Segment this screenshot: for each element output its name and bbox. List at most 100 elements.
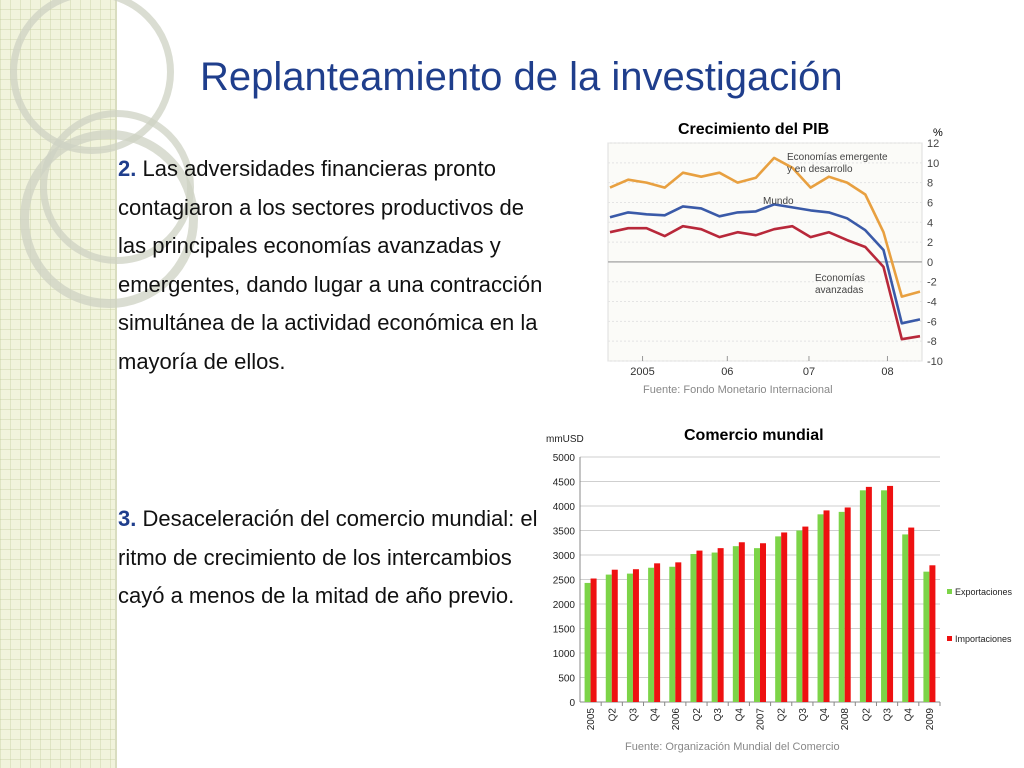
trade-bar-exports [626, 573, 633, 702]
trade-bar-imports [590, 578, 597, 702]
trade-bar-imports [781, 532, 788, 702]
trade-bar-exports [669, 566, 676, 702]
trade-x-tick-label: 2009 [925, 708, 936, 730]
trade-x-tick-label: Q2 [692, 708, 703, 722]
gdp-x-tick-label: 08 [881, 366, 893, 375]
gdp-y-tick-label: -8 [927, 336, 937, 348]
trade-bar-imports [865, 486, 872, 702]
gdp-y-tick-label: -10 [927, 356, 943, 368]
trade-bar-exports [796, 530, 803, 702]
trade-chart: mmUSD 0 500 1000 1500 2000 2500 3000 3500 4000 450… [546, 434, 1013, 730]
trade-y-tick-label: 4000 [553, 502, 576, 513]
gdp-chart: 12 10 8 6 4 2 0 -2 -4 -6 -8 -10% 2005 06 07 08 Economías… [607, 127, 943, 375]
trade-bar-exports [711, 552, 718, 702]
gdp-y-tick-label: 12 [927, 138, 939, 150]
trade-y-tick-label: 4500 [553, 478, 576, 489]
trade-bar-imports [802, 526, 809, 702]
point-2-text: Las adversidades financieras pronto cont… [118, 156, 543, 374]
trade-bar-imports [675, 562, 682, 702]
gdp-y-tick-label: 8 [927, 178, 933, 190]
trade-y-tick-label: 2000 [553, 600, 576, 611]
gdp-unit-label: % [933, 127, 943, 139]
point-3-text: Desaceleración del comercio mundial: el … [118, 506, 538, 608]
trade-bar-exports [775, 536, 782, 702]
gdp-y-tick-label: 0 [927, 257, 933, 269]
trade-x-tick-label: Q2 [777, 708, 788, 722]
point-3-paragraph: 3. Desaceleración del comercio mundial: … [118, 500, 548, 616]
trade-y-tick-label: 2500 [553, 576, 576, 587]
gdp-source: Fuente: Fondo Monetario Internacional [643, 384, 833, 396]
gdp-chart-title: Crecimiento del PIB [678, 121, 830, 138]
trade-bar-exports [881, 490, 888, 702]
trade-legend-swatch-0 [947, 589, 952, 594]
trade-legend-swatch-1 [947, 636, 952, 641]
trade-x-tick-label: Q4 [650, 708, 661, 722]
gdp-label-advanced-line1: Economías [815, 273, 865, 284]
trade-bar-imports [844, 507, 851, 702]
trade-bar-imports [823, 510, 830, 702]
trade-y-tick-label: 5000 [553, 453, 576, 464]
gdp-label-emerging-line1: Economías emergente [787, 152, 888, 163]
trade-bar-imports [717, 548, 724, 702]
gdp-y-tick-label: -2 [927, 277, 937, 289]
gdp-x-tick-label: 2005 [630, 366, 654, 375]
slide-title: Replanteamiento de la investigación [200, 55, 843, 99]
gdp-label-emerging-line2: y en desarrollo [787, 164, 853, 175]
trade-x-tick-label: Q4 [904, 708, 915, 722]
deco-ring-large [20, 130, 198, 308]
trade-source: Fuente: Organización Mundial del Comerci… [625, 741, 840, 753]
gdp-y-tick-label: -6 [927, 316, 937, 328]
gdp-y-tick-label: 6 [927, 197, 933, 209]
trade-y-tick-label: 1000 [553, 649, 576, 660]
trade-bar-exports [817, 514, 824, 702]
trade-bar-exports [690, 554, 697, 702]
trade-y-tick-label: 3000 [553, 551, 576, 562]
trade-bar-exports [859, 490, 866, 702]
trade-x-tick-label: Q3 [628, 708, 639, 722]
trade-bar-imports [632, 569, 639, 702]
gdp-x-tick-label: 06 [721, 366, 733, 375]
trade-y-tick-label: 0 [569, 698, 575, 709]
trade-x-tick-label: Q4 [819, 708, 830, 722]
trade-y-tick-label: 1500 [553, 625, 576, 636]
gdp-label-world: Mundo [763, 196, 794, 207]
trade-x-tick-label: Q4 [734, 708, 745, 722]
trade-bar-imports [611, 569, 618, 702]
trade-bar-exports [605, 574, 612, 702]
trade-x-tick-label: 2007 [756, 708, 767, 730]
trade-bar-imports [760, 543, 766, 702]
trade-x-tick-label: Q3 [883, 708, 894, 722]
trade-bar-exports [838, 511, 845, 702]
side-divider [115, 0, 117, 768]
trade-bar-exports [754, 548, 760, 702]
trade-bar-exports [902, 534, 909, 702]
trade-bar-exports [584, 582, 591, 702]
trade-x-tick-label: Q2 [861, 708, 872, 722]
trade-bar-imports [738, 542, 745, 702]
point-2-paragraph: 2. Las adversidades financieras pronto c… [118, 150, 548, 381]
trade-y-axis-label: mmUSD [546, 434, 584, 445]
gdp-plot-area [607, 142, 923, 362]
trade-x-tick-label: 2008 [840, 708, 851, 730]
gdp-y-tick-label: 2 [927, 237, 933, 249]
trade-x-tick-label: Q2 [607, 708, 618, 722]
trade-legend-label-0: Exportaciones [955, 587, 1013, 597]
trade-bar-imports [929, 565, 936, 702]
gdp-label-advanced-line2: avanzadas [815, 285, 863, 296]
trade-bar-exports [923, 571, 930, 702]
trade-bar-imports [887, 485, 894, 702]
gdp-x-tick-label: 07 [803, 366, 815, 375]
trade-x-tick-label: 2005 [586, 708, 597, 730]
trade-x-tick-label: Q3 [798, 708, 809, 722]
gdp-y-tick-label: 4 [927, 217, 933, 229]
trade-bar-exports [648, 567, 655, 702]
trade-x-tick-label: Q3 [713, 708, 724, 722]
trade-bar-exports [732, 546, 739, 702]
point-2-number: 2. [118, 156, 137, 181]
gdp-series-line-2 [609, 224, 921, 341]
trade-chart-title: Comercio mundial [684, 427, 824, 444]
trade-y-tick-label: 500 [558, 674, 575, 685]
trade-bar-imports [908, 527, 915, 702]
gdp-series-line-0 [609, 156, 921, 298]
trade-y-tick-label: 3500 [553, 527, 576, 538]
